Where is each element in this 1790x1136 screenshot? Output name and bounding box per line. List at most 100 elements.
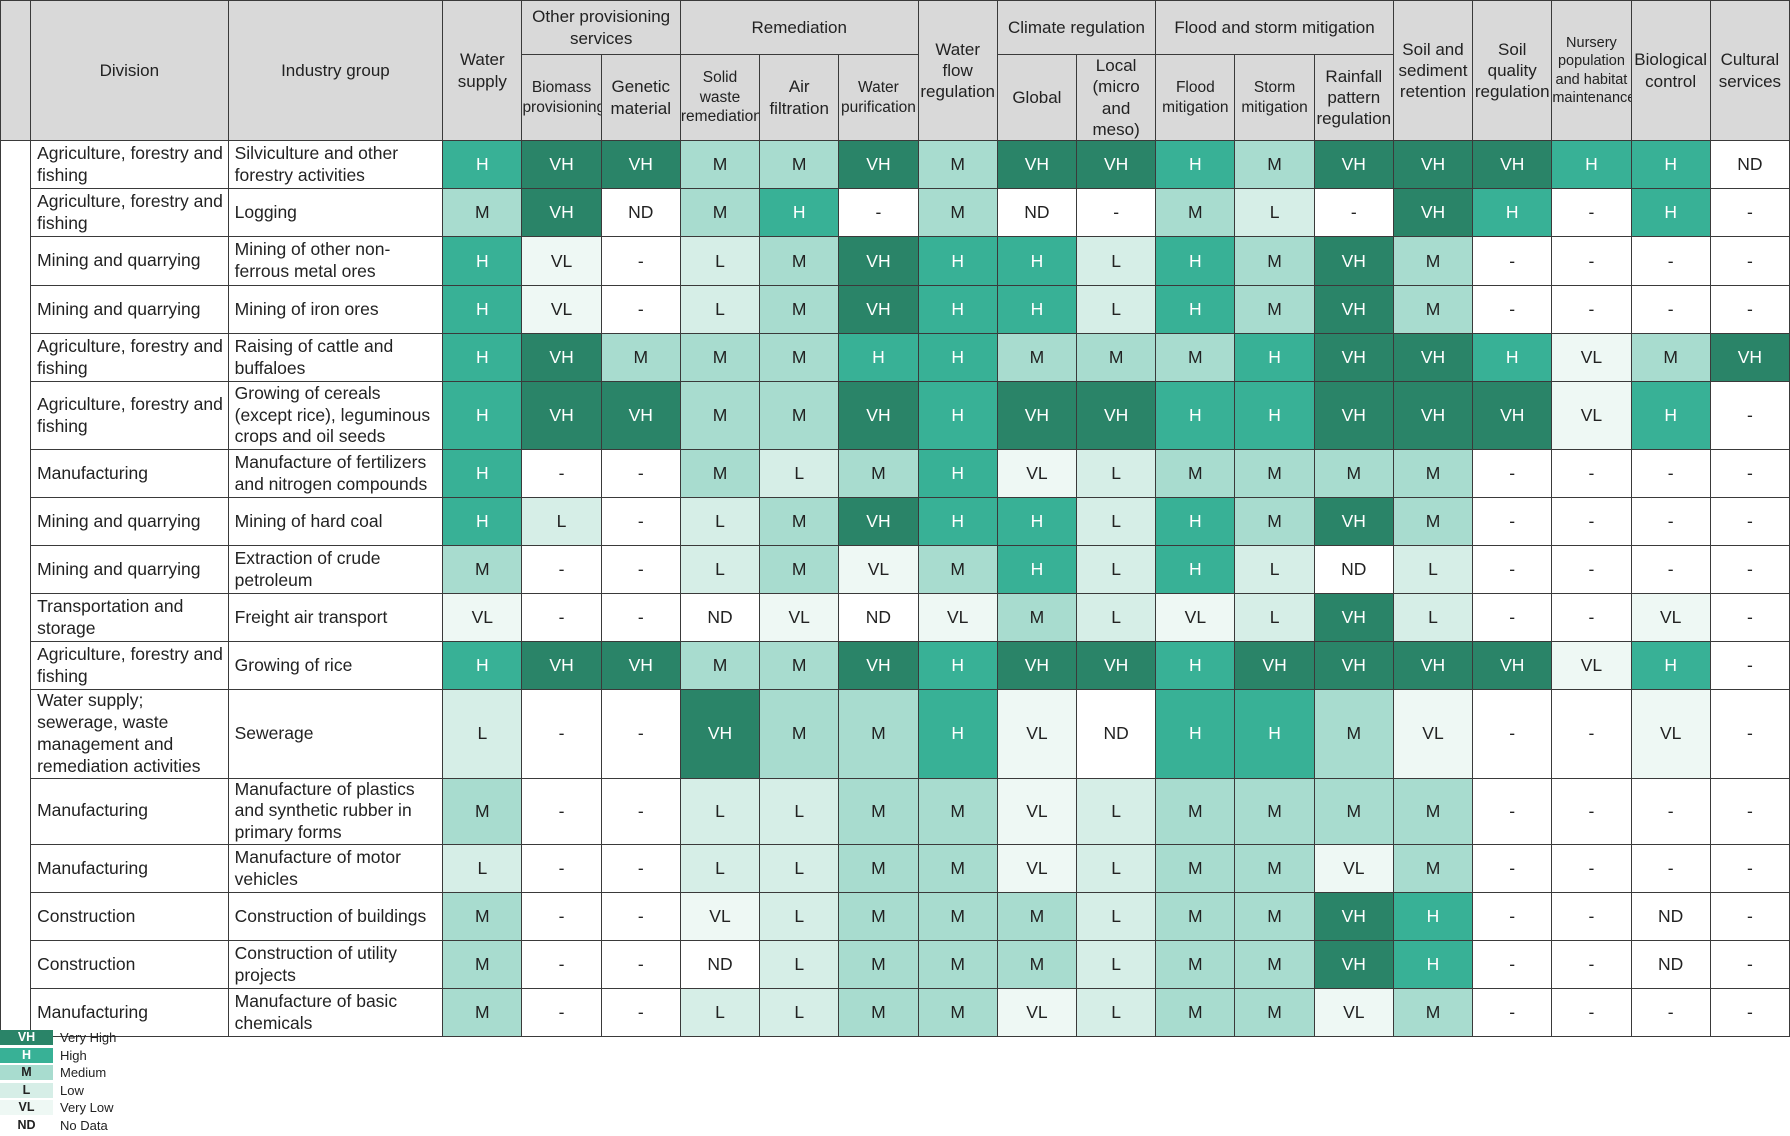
heat-cell-global: H bbox=[996, 545, 1078, 594]
heat-cell-water-purification: VH bbox=[838, 140, 919, 189]
heat-cell-local-micro-and-meso-: L bbox=[1075, 497, 1157, 546]
heat-cell-air-filtration: M bbox=[759, 545, 840, 594]
heat-cell-storm-mitigation: M bbox=[1234, 892, 1315, 942]
heat-cell-flood-mitigation: H bbox=[1155, 236, 1236, 286]
heat-cell-soil-quality-regulation: - bbox=[1472, 593, 1553, 642]
heat-cell-storm-mitigation: M bbox=[1234, 140, 1315, 189]
heat-cell-flood-mitigation: VL bbox=[1155, 593, 1236, 642]
heat-cell-water-flow-regulation: H bbox=[917, 236, 998, 286]
heat-cell-soil-quality-regulation: - bbox=[1472, 285, 1553, 334]
heat-cell-storm-mitigation: L bbox=[1234, 188, 1315, 237]
heat-cell-water-purification: M bbox=[838, 449, 919, 498]
heat-cell-storm-mitigation: L bbox=[1234, 545, 1315, 594]
heat-cell-water-purification: H bbox=[838, 333, 919, 382]
col-header-nursery: Nursery population and habitat maintenan… bbox=[1551, 0, 1632, 141]
heat-cell-biological-control: - bbox=[1630, 545, 1711, 594]
heat-cell-water-purification: VH bbox=[838, 236, 919, 286]
legend-item: VL Very Low bbox=[0, 1099, 116, 1117]
heat-cell-water-purification: - bbox=[838, 188, 919, 237]
legend-item: L Low bbox=[0, 1082, 116, 1100]
industry-group-cell: Manufacture of basic chemicals bbox=[227, 988, 444, 1038]
heat-cell-rainfall-pattern-regulation: M bbox=[1313, 689, 1394, 779]
heat-cell-water-purification: M bbox=[838, 777, 919, 846]
heat-cell-biological-control: ND bbox=[1630, 892, 1711, 942]
heat-cell-local-micro-and-meso-: ND bbox=[1075, 689, 1157, 779]
heat-cell-global: VL bbox=[996, 777, 1078, 846]
heat-cell-water-purification: VH bbox=[838, 641, 919, 690]
heat-cell-storm-mitigation: VH bbox=[1234, 641, 1315, 690]
col-header-water-supply: Water supply bbox=[442, 0, 523, 141]
col-header-storm-mitigation: Storm mitigation bbox=[1234, 54, 1315, 141]
col-header-genetic-material: Genetic material bbox=[600, 54, 681, 141]
heat-cell-flood-mitigation: M bbox=[1155, 449, 1236, 498]
heat-cell-solid-waste-remediation: M bbox=[679, 140, 761, 189]
heat-cell-local-micro-and-meso-: L bbox=[1075, 285, 1157, 334]
heat-cell-solid-waste-remediation: M bbox=[679, 641, 761, 690]
table-row: Transportation and storage Freight air tr… bbox=[1, 593, 1790, 642]
heat-cell-flood-mitigation: H bbox=[1155, 641, 1236, 690]
heat-cell-biological-control: VL bbox=[1630, 689, 1711, 779]
heat-cell-soil-quality-regulation: - bbox=[1472, 545, 1553, 594]
heat-cell-cultural-services: - bbox=[1709, 497, 1790, 546]
heat-cell-nursery-population-and-habitat-maintenance: - bbox=[1551, 236, 1632, 286]
heat-cell-water-supply: M bbox=[442, 892, 523, 942]
heat-cell-solid-waste-remediation: L bbox=[679, 236, 761, 286]
heat-cell-soil-quality-regulation: - bbox=[1472, 988, 1553, 1038]
heat-cell-water-flow-regulation: H bbox=[917, 333, 998, 382]
heat-cell-nursery-population-and-habitat-maintenance: - bbox=[1551, 988, 1632, 1038]
heat-cell-solid-waste-remediation: L bbox=[679, 844, 761, 894]
heat-cell-local-micro-and-meso-: L bbox=[1075, 988, 1157, 1038]
heat-cell-local-micro-and-meso-: L bbox=[1075, 545, 1157, 594]
heat-cell-soil-quality-regulation: - bbox=[1472, 236, 1553, 286]
heat-cell-genetic-material: - bbox=[600, 593, 681, 642]
table-row: Mining and quarrying Mining of iron ores H… bbox=[1, 285, 1790, 334]
heat-cell-water-supply: VL bbox=[442, 593, 523, 642]
heat-cell-water-flow-regulation: M bbox=[917, 988, 998, 1038]
heat-cell-water-supply: L bbox=[442, 844, 523, 894]
heat-cell-cultural-services: - bbox=[1709, 844, 1790, 894]
heat-cell-flood-mitigation: H bbox=[1155, 497, 1236, 546]
heat-cell-local-micro-and-meso-: VH bbox=[1075, 381, 1157, 450]
heat-cell-local-micro-and-meso-: L bbox=[1075, 940, 1157, 990]
col-header-rainfall: Rainfall pattern regulation bbox=[1313, 54, 1394, 141]
heat-cell-biomass-provisioning: VH bbox=[521, 641, 602, 690]
table-row: Construction Construction of utility proj… bbox=[1, 940, 1790, 990]
heat-cell-water-flow-regulation: H bbox=[917, 497, 998, 546]
heat-cell-global: VL bbox=[996, 449, 1078, 498]
table-row: Agriculture, forestry and fishing Growing… bbox=[1, 641, 1790, 690]
heat-cell-biological-control: - bbox=[1630, 497, 1711, 546]
heat-cell-solid-waste-remediation: M bbox=[679, 188, 761, 237]
heat-cell-cultural-services: - bbox=[1709, 988, 1790, 1038]
industry-group-cell: Mining of iron ores bbox=[227, 285, 444, 334]
heat-cell-biomass-provisioning: VL bbox=[521, 285, 602, 334]
division-cell: Mining and quarrying bbox=[30, 545, 229, 594]
heat-cell-biological-control: - bbox=[1630, 449, 1711, 498]
heat-cell-global: M bbox=[996, 333, 1078, 382]
heat-cell-biological-control: H bbox=[1630, 641, 1711, 690]
heat-cell-flood-mitigation: M bbox=[1155, 940, 1236, 990]
heat-cell-nursery-population-and-habitat-maintenance: - bbox=[1551, 188, 1632, 237]
heat-cell-rainfall-pattern-regulation: VL bbox=[1313, 844, 1394, 894]
heat-cell-water-flow-regulation: H bbox=[917, 381, 998, 450]
heat-cell-soil-and-sediment-retention: H bbox=[1392, 892, 1474, 942]
heat-cell-solid-waste-remediation: ND bbox=[679, 593, 761, 642]
heat-cell-water-supply: H bbox=[442, 333, 523, 382]
col-header-industry-group: Industry group bbox=[227, 0, 444, 141]
heat-cell-biomass-provisioning: - bbox=[521, 892, 602, 942]
heat-cell-genetic-material: - bbox=[600, 892, 681, 942]
table-row: Manufacturing Manufacture of basic chemic… bbox=[1, 988, 1790, 1038]
heat-cell-storm-mitigation: M bbox=[1234, 777, 1315, 846]
heat-cell-storm-mitigation: H bbox=[1234, 381, 1315, 450]
table-row: Manufacturing Manufacture of fertilizers … bbox=[1, 449, 1790, 498]
table-row: Manufacturing Manufacture of motor vehicl… bbox=[1, 844, 1790, 894]
division-cell: Construction bbox=[30, 940, 229, 990]
heat-cell-nursery-population-and-habitat-maintenance: - bbox=[1551, 777, 1632, 846]
division-cell: Agriculture, forestry and fishing bbox=[30, 188, 229, 237]
heat-cell-soil-quality-regulation: VH bbox=[1472, 381, 1553, 450]
industry-group-cell: Sewerage bbox=[227, 689, 444, 779]
heat-cell-solid-waste-remediation: L bbox=[679, 285, 761, 334]
heat-cell-biological-control: - bbox=[1630, 285, 1711, 334]
legend-item: VH Very High bbox=[0, 1029, 116, 1047]
heat-cell-nursery-population-and-habitat-maintenance: VL bbox=[1551, 381, 1632, 450]
heat-cell-flood-mitigation: M bbox=[1155, 188, 1236, 237]
